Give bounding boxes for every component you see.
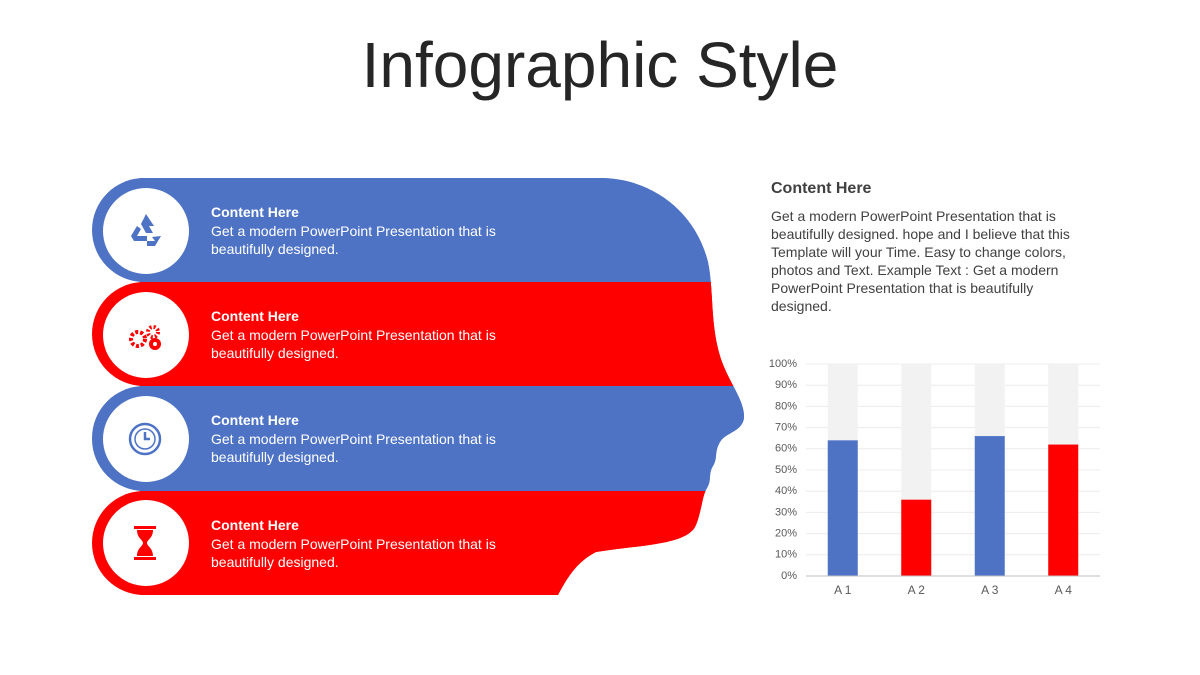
x-tick-label: A 1 (834, 583, 852, 597)
band-heading: Content Here (211, 517, 299, 533)
panel-text: Get a modern PowerPoint Presentation tha… (771, 208, 1070, 314)
y-tick-label: 50% (775, 464, 797, 476)
y-tick-label: 30% (775, 506, 797, 518)
chart: 0% 10% 20% 30% 40% 50% 60% 70% 80% 90% 100% A 1 A 2 A… (769, 358, 1100, 597)
band-fill (140, 282, 745, 386)
band-text-block: Content Here Get a modern PowerPoint Pres… (211, 412, 531, 466)
y-tick-label: 100% (769, 358, 797, 370)
head-bands (92, 178, 745, 595)
band-heading: Content Here (211, 204, 299, 220)
bar (827, 440, 858, 576)
y-tick-label: 70% (775, 422, 797, 434)
band-fill (140, 178, 745, 282)
y-tick-label: 10% (775, 549, 797, 561)
bar (1048, 444, 1079, 576)
y-tick-label: 20% (775, 528, 797, 540)
band-text: Get a modern PowerPoint Presentation tha… (211, 223, 496, 257)
y-tick-label: 40% (775, 485, 797, 497)
band-heading: Content Here (211, 308, 299, 324)
y-tick-label: 80% (775, 400, 797, 412)
recycle-icon (131, 214, 161, 246)
x-tick-label: A 2 (908, 583, 926, 597)
band-fill (140, 386, 745, 491)
y-tick-label: 60% (775, 443, 797, 455)
band-text-block: Content Here Get a modern PowerPoint Pres… (211, 517, 531, 571)
band-text: Get a modern PowerPoint Presentation tha… (211, 431, 496, 465)
band-text-block: Content Here Get a modern PowerPoint Pres… (211, 204, 531, 258)
x-tick-label: A 4 (1055, 583, 1073, 597)
gears-icon (129, 325, 161, 350)
y-tick-label: 0% (781, 570, 797, 582)
slide-title: Infographic Style (361, 29, 839, 101)
icons (103, 188, 189, 586)
clock-icon (128, 422, 162, 456)
bar (974, 436, 1005, 576)
x-tick-label: A 3 (981, 583, 999, 597)
y-tick-label: 90% (775, 379, 797, 391)
band-text-block: Content Here Get a modern PowerPoint Pres… (211, 308, 531, 362)
bar (901, 499, 932, 576)
band-heading: Content Here (211, 412, 299, 428)
panel-heading: Content Here (771, 180, 872, 197)
hourglass-icon (134, 526, 156, 560)
band-text: Get a modern PowerPoint Presentation tha… (211, 536, 496, 570)
band-text: Get a modern PowerPoint Presentation tha… (211, 327, 496, 361)
